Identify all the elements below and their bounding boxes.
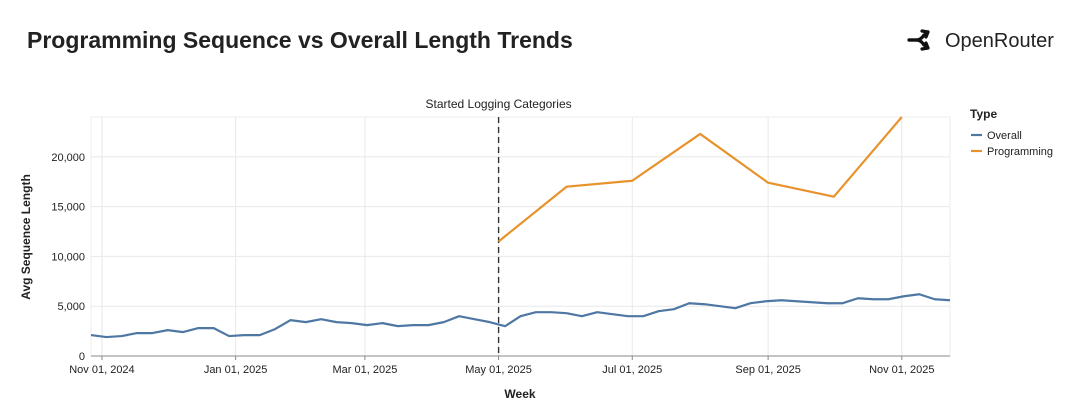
legend-label: Programming	[987, 146, 1053, 158]
x-tick-label: May 01, 2025	[465, 364, 532, 376]
x-tick-label: Mar 01, 2025	[333, 364, 398, 376]
x-tick-label: Nov 01, 2025	[869, 364, 934, 376]
y-tick-label: 20,000	[51, 152, 85, 164]
x-tick-label: Nov 01, 2024	[69, 364, 134, 376]
brand-logo	[907, 29, 930, 51]
plot-frame	[90, 116, 951, 357]
y-tick-label: 5,000	[57, 301, 85, 313]
y-tick-label: 15,000	[51, 202, 85, 214]
series-line	[90, 293, 951, 339]
chart-title: Programming Sequence vs Overall Length T…	[27, 27, 573, 53]
legend-label: Overall	[987, 130, 1022, 142]
legend-title: Type	[970, 107, 997, 121]
brand-name: OpenRouter	[945, 30, 1054, 52]
y-tick-label: 10,000	[51, 251, 85, 263]
y-axis-label: Avg Sequence Length	[19, 174, 33, 300]
x-tick-label: Jul 01, 2025	[602, 364, 662, 376]
y-tick-label: 0	[79, 351, 85, 363]
x-tick-label: Sep 01, 2025	[735, 364, 800, 376]
x-tick-label: Jan 01, 2025	[204, 364, 268, 376]
x-axis-label: Week	[504, 387, 535, 401]
series-line	[497, 116, 903, 243]
annotation-label: Started Logging Categories	[426, 97, 572, 111]
